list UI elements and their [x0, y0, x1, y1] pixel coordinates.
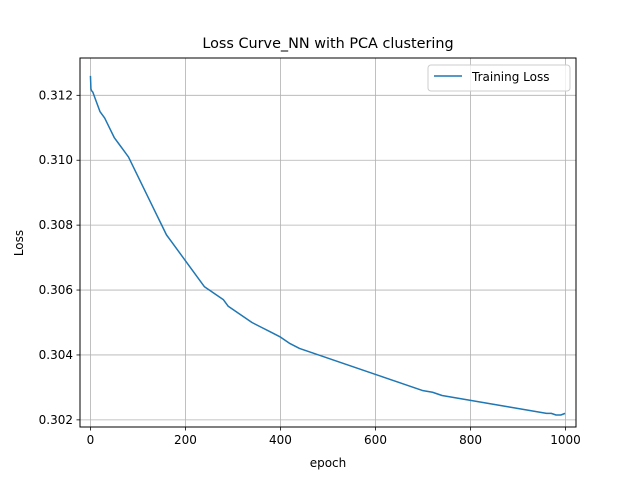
y-tick-label: 0.306 — [39, 283, 73, 297]
x-tick-label: 200 — [174, 433, 197, 447]
plot-frame — [79, 57, 577, 428]
y-tick-label: 0.310 — [39, 153, 73, 167]
chart-title: Loss Curve_NN with PCA clustering — [202, 36, 453, 52]
y-tick-label: 0.312 — [39, 88, 73, 102]
y-tick-label: 0.302 — [39, 413, 73, 427]
legend-label-training-loss: Training Loss — [471, 70, 549, 84]
y-axis: 0.302 0.304 0.306 0.308 0.310 0.312 — [39, 88, 80, 427]
series-layer — [89, 75, 566, 416]
x-tick-label: 0 — [87, 433, 95, 447]
x-tick-label: 400 — [269, 433, 292, 447]
x-tick-label: 800 — [459, 433, 482, 447]
y-tick-label: 0.304 — [39, 348, 73, 362]
legend-frame — [427, 64, 571, 92]
x-axis-label: epoch — [310, 456, 347, 470]
x-tick-label: 1000 — [550, 433, 581, 447]
legend: Training Loss — [427, 64, 571, 92]
grid — [80, 58, 576, 427]
series-line-training-loss — [89, 75, 566, 416]
y-axis-label: Loss — [12, 230, 26, 256]
y-tick-label: 0.308 — [39, 218, 73, 232]
x-tick-label: 600 — [364, 433, 387, 447]
x-axis: 0 200 400 600 800 1000 — [87, 427, 581, 447]
